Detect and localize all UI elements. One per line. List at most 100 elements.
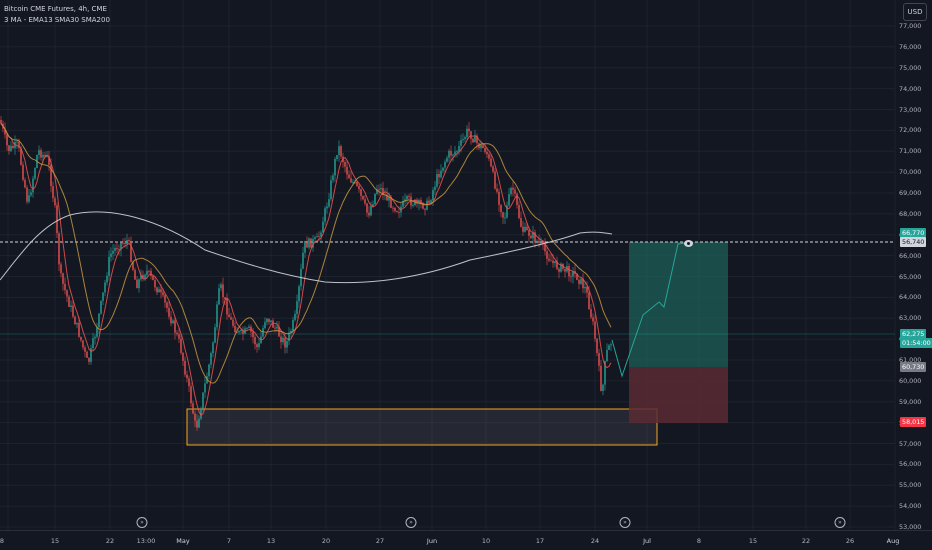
candle-body <box>92 338 94 348</box>
candle-body <box>382 188 384 196</box>
candle-body <box>468 128 470 132</box>
candle-body <box>104 282 106 293</box>
candle-body <box>64 283 66 291</box>
candle-body <box>320 232 322 237</box>
candle-body <box>550 260 552 262</box>
price-axis-label: 70,000 <box>899 168 922 177</box>
candle-body <box>214 327 216 343</box>
candle-body <box>220 284 222 289</box>
time-axis-label: 17 <box>535 537 545 545</box>
candle-body <box>380 188 382 190</box>
candle-body <box>86 351 88 358</box>
candle-body <box>344 162 346 167</box>
time-axis-label: May <box>176 537 190 545</box>
candle-body <box>180 338 182 353</box>
candle-body <box>164 295 166 303</box>
candle-body <box>412 205 414 206</box>
candle-body <box>194 413 196 421</box>
candle-body <box>252 331 254 338</box>
candle-body <box>274 327 276 329</box>
candle-body <box>406 196 408 200</box>
candle-body <box>282 337 284 343</box>
news-event-icon[interactable]: » <box>405 517 417 528</box>
candle-body <box>212 342 214 354</box>
candle-body <box>436 173 438 187</box>
candle-body <box>42 154 44 158</box>
candle-body <box>334 158 336 176</box>
candle-body <box>276 326 278 329</box>
eye-icon[interactable] <box>684 240 693 247</box>
candle-body <box>234 325 236 332</box>
candle-body <box>596 338 598 354</box>
current-price-tag: 62,275 <box>900 329 927 339</box>
candle-body <box>8 145 10 152</box>
candle-body <box>148 270 150 272</box>
candle-body <box>184 360 186 375</box>
candle-body <box>228 314 230 318</box>
candle-body <box>186 374 188 379</box>
candle-body <box>126 239 128 245</box>
candle-body <box>46 156 48 158</box>
candle-body <box>44 154 46 157</box>
symbol-title[interactable]: Bitcoin CME Futures, 4h, CME <box>4 5 107 13</box>
candle-body <box>22 164 24 180</box>
candle-body <box>432 190 434 201</box>
candle-body <box>598 353 600 366</box>
candle-body <box>258 343 260 348</box>
candle-body <box>26 187 28 202</box>
candle-body <box>590 309 592 318</box>
candle-body <box>464 137 466 140</box>
candle-body <box>554 261 556 264</box>
candle-body <box>456 151 458 152</box>
candle-body <box>332 175 334 181</box>
price-axis-label: 72,000 <box>899 126 922 135</box>
news-event-icon[interactable]: » <box>834 517 846 528</box>
candle-body <box>156 287 158 293</box>
candle-body <box>358 185 360 190</box>
time-axis-label: 20 <box>321 537 331 545</box>
candle-body <box>70 305 72 307</box>
candle-body <box>452 154 454 156</box>
candle-body <box>58 233 60 265</box>
time-axis[interactable]: 8 15 22 13:00 May 7 13 20 27 Jun 10 17 24 Jul 8 15 22 26 A… <box>0 530 932 550</box>
candle-body <box>474 135 476 143</box>
candle-body <box>308 238 310 248</box>
candle-body <box>446 157 448 162</box>
candle-body <box>172 320 174 324</box>
candle-body <box>404 199 406 201</box>
news-event-icon[interactable]: » <box>619 517 631 528</box>
candle-body <box>504 217 506 219</box>
candle-body <box>106 275 108 283</box>
candle-body <box>532 232 534 239</box>
candle-body <box>286 341 288 348</box>
candle-body <box>272 320 274 328</box>
candle-body <box>236 331 238 333</box>
candle-body <box>398 211 400 213</box>
candle-body <box>182 352 184 361</box>
candle-body <box>520 218 522 227</box>
candle-body <box>102 292 104 301</box>
candle-body <box>330 180 332 200</box>
candle-body <box>350 178 352 183</box>
candle-body <box>280 336 282 343</box>
news-event-icon[interactable]: » <box>136 517 148 528</box>
currency-button[interactable]: USD <box>903 3 927 21</box>
candle-body <box>546 251 548 259</box>
candle-body <box>264 322 266 329</box>
candle-body <box>162 292 164 296</box>
candle-body <box>322 221 324 233</box>
price-axis[interactable]: 77,000 76,000 75,000 74,000 73,000 72,000 71,0… <box>895 0 932 531</box>
candle-body <box>440 170 442 178</box>
indicator-legend[interactable]: 3 MA - EMA13 SMA30 SMA200 <box>4 16 110 24</box>
candle-body <box>150 270 152 276</box>
candle-body <box>124 243 126 245</box>
candle-body <box>80 336 82 341</box>
candle-body <box>30 192 32 196</box>
price-axis-label: 75,000 <box>899 63 922 72</box>
price-axis-label: 73,000 <box>899 105 922 114</box>
projection-path-line <box>611 241 693 378</box>
candle-body <box>196 420 198 428</box>
candle-body <box>18 141 20 148</box>
